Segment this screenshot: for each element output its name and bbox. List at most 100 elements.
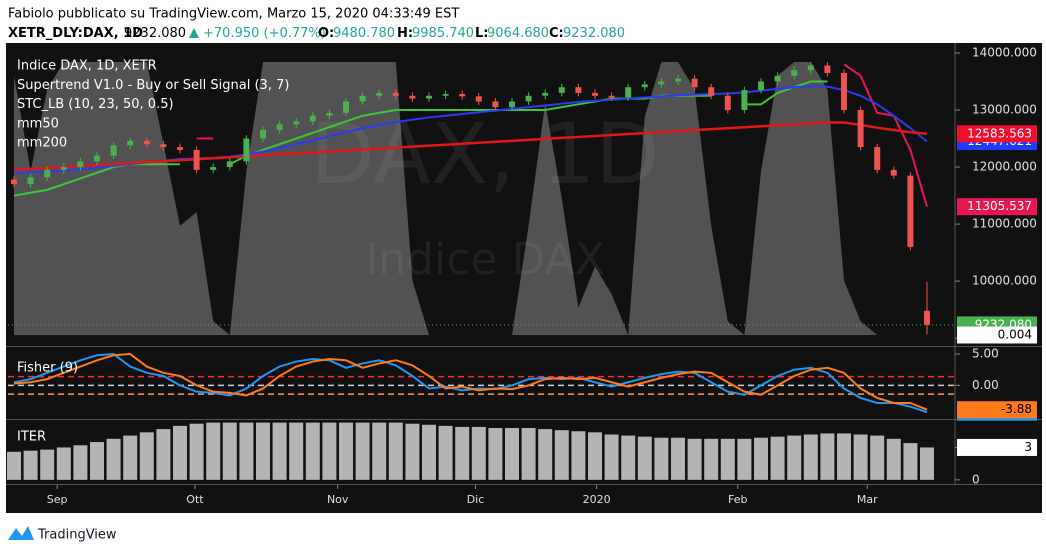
high-label: H: — [397, 26, 413, 41]
y-tick-label: 10000.000 — [972, 274, 1037, 288]
candle-body — [459, 94, 466, 97]
watermark-sub: Indice DAX — [365, 234, 605, 285]
candle-body — [293, 121, 300, 125]
bar — [189, 423, 204, 480]
indicator-line — [13, 121, 928, 172]
bar — [173, 425, 187, 480]
bar — [438, 425, 453, 480]
candle-body — [890, 169, 897, 176]
bar — [803, 434, 818, 480]
y-tick-label: 5.00 — [972, 347, 999, 361]
candle-body — [592, 92, 598, 96]
bar — [422, 424, 436, 480]
candle-body — [376, 92, 383, 96]
x-tick-label: Ott — [186, 493, 204, 506]
x-tick-label: Sep — [47, 493, 68, 506]
candle-body — [94, 155, 100, 162]
bar — [770, 436, 785, 480]
bar — [687, 438, 702, 480]
bar — [405, 423, 420, 480]
price-tag-label: 3 — [1024, 440, 1032, 454]
indicator-line — [744, 80, 828, 106]
bar — [355, 422, 370, 480]
bar — [903, 443, 918, 480]
candle-body — [525, 95, 532, 102]
bar — [604, 434, 619, 480]
price-tag-label: 11305.537 — [967, 199, 1032, 213]
candle-body — [326, 112, 333, 116]
bar — [23, 450, 38, 480]
candle-body — [774, 75, 781, 82]
candle-body — [210, 167, 217, 170]
candle-body — [44, 169, 51, 178]
candle-body — [193, 149, 200, 170]
legend-text: Fisher (9) — [17, 361, 78, 376]
indicator-line — [13, 163, 180, 197]
indicator-line — [843, 63, 928, 207]
publish-info: Fabiolo pubblicato su TradingView.com, M… — [8, 7, 459, 22]
candle-body — [77, 161, 84, 168]
candle-body — [658, 81, 665, 85]
bar — [73, 445, 88, 480]
high-value: 9985.740 — [412, 26, 474, 41]
bar — [820, 433, 835, 480]
candle-body — [127, 140, 134, 146]
candle-body — [791, 70, 798, 76]
price-tag — [957, 438, 1037, 456]
candle-body — [857, 110, 864, 148]
y-tick-label: 0 — [972, 472, 980, 486]
candle-body — [641, 84, 648, 88]
y-tick-label: 14000.000 — [972, 45, 1037, 59]
price-tag — [957, 401, 1037, 419]
candle-body — [27, 177, 34, 185]
bar — [388, 422, 403, 480]
symbol-line: XETR_DLY:DAX, 1D 9232.080 +70.950 (+0.77… — [8, 26, 625, 41]
candle-body — [924, 310, 930, 325]
candle-body — [392, 92, 399, 96]
bar — [322, 422, 337, 480]
x-tick-label: 2020 — [583, 493, 611, 506]
open-label: O: — [318, 26, 334, 41]
candle-body — [907, 175, 914, 247]
bar — [156, 429, 171, 480]
bar — [853, 434, 868, 480]
y-tick-label: 0.00 — [972, 378, 999, 392]
bar — [886, 438, 901, 480]
candle-body — [409, 95, 416, 99]
bar — [787, 435, 802, 480]
bar — [455, 426, 470, 480]
candle-body — [691, 78, 698, 88]
candle-body — [675, 78, 681, 82]
x-tick-label: Feb — [728, 493, 747, 506]
bar — [272, 422, 287, 480]
candle-body — [475, 96, 482, 102]
open-value: 9480.780 — [333, 26, 395, 41]
legend-text: Supertrend V1.0 - Buy or Sell Signal (3,… — [17, 78, 289, 93]
up-arrow-icon — [189, 28, 199, 38]
candle-body — [226, 161, 233, 168]
bar — [7, 451, 21, 480]
legend-text: STC_LB (10, 23, 50, 0.5) — [17, 97, 174, 112]
bar — [256, 422, 270, 480]
bar — [305, 422, 320, 480]
candle-body — [758, 81, 764, 91]
bar — [372, 422, 387, 480]
low-label: L: — [475, 26, 488, 41]
watermark: DAX, 1D — [310, 105, 660, 203]
low-value: 9064.680 — [487, 26, 549, 41]
candle-body — [177, 147, 183, 150]
legend-text: Indice DAX, 1D, XETR — [17, 59, 157, 74]
candle-body — [841, 72, 847, 111]
candle-body — [492, 101, 499, 108]
bar — [737, 438, 752, 480]
bar — [920, 447, 934, 480]
candle-body — [60, 167, 67, 170]
candle-body — [359, 95, 366, 102]
bar — [571, 431, 586, 480]
price-tag — [957, 125, 1037, 143]
candle-body — [874, 147, 881, 170]
bar — [123, 435, 138, 480]
y-tick-label: 13000.000 — [972, 103, 1037, 117]
bar — [139, 432, 154, 480]
